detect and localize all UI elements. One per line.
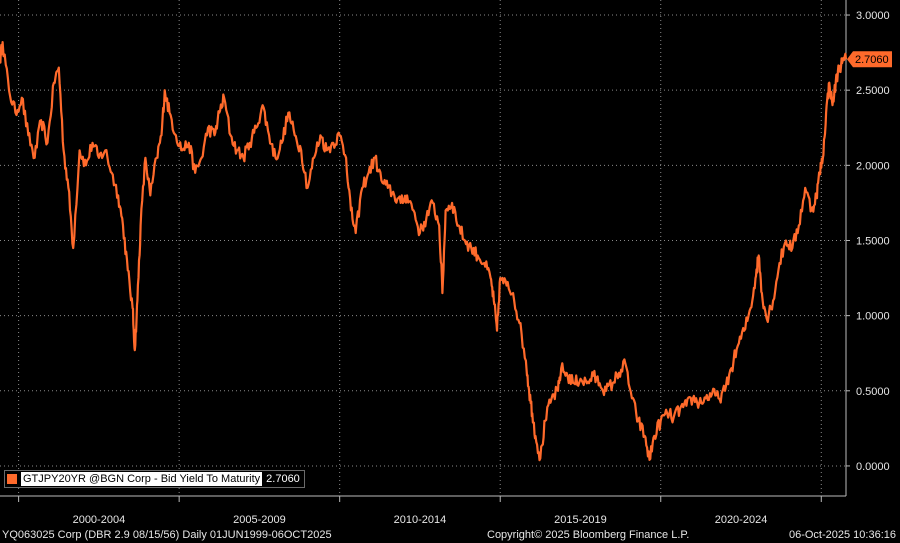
y-tick-label: 2.0000 (856, 160, 890, 172)
legend-series-value: 2.7060 (266, 473, 300, 485)
legend-swatch (7, 474, 17, 484)
series-layer (0, 41, 848, 462)
x-tick-label: 2010-2014 (394, 514, 447, 526)
y-tick-label: 0.0000 (856, 461, 890, 473)
y-tick-label: 1.0000 (856, 311, 890, 323)
footer-copyright: Copyright© 2025 Bloomberg Finance L.P. (487, 529, 690, 541)
last-value-tag (847, 51, 892, 68)
x-tick-label: 2000-2004 (73, 514, 126, 526)
x-tick-label: 2005-2009 (233, 514, 286, 526)
footer-security-info: YQ063025 Corp (DBR 2.9 08/15/56) Daily 0… (2, 529, 332, 541)
x-tick-label: 2020-2024 (715, 514, 768, 526)
grid-layer (0, 0, 846, 496)
y-tick-label: 0.5000 (856, 386, 890, 398)
y-tick-label: 2.5000 (856, 85, 890, 97)
tick-layer: 3.0000 2.5000 2.0000 1.5000 1.0000 0.5000 0.00… (73, 10, 890, 526)
last-value-layer: 2.7060 (847, 51, 892, 68)
footer-timestamp: 06-Oct-2025 10:36:16 (788, 529, 896, 541)
legend: GTJPY20YR @BGN Corp - Bid Yield To Matur… (4, 470, 305, 488)
x-tick-label: 2015-2019 (554, 514, 607, 526)
y-tick-label: 1.5000 (856, 235, 890, 247)
last-value-label: 2.7060 (855, 54, 889, 66)
series-line (0, 41, 848, 462)
axis-layer (0, 0, 850, 502)
footer: YQ063025 Corp (DBR 2.9 08/15/56) Daily 0… (0, 527, 900, 543)
legend-series-label: GTJPY20YR @BGN Corp - Bid Yield To Matur… (21, 472, 263, 486)
y-tick-label: 3.0000 (856, 10, 890, 22)
yield-chart: 3.0000 2.5000 2.0000 1.5000 1.0000 0.5000 0.00… (0, 0, 892, 526)
